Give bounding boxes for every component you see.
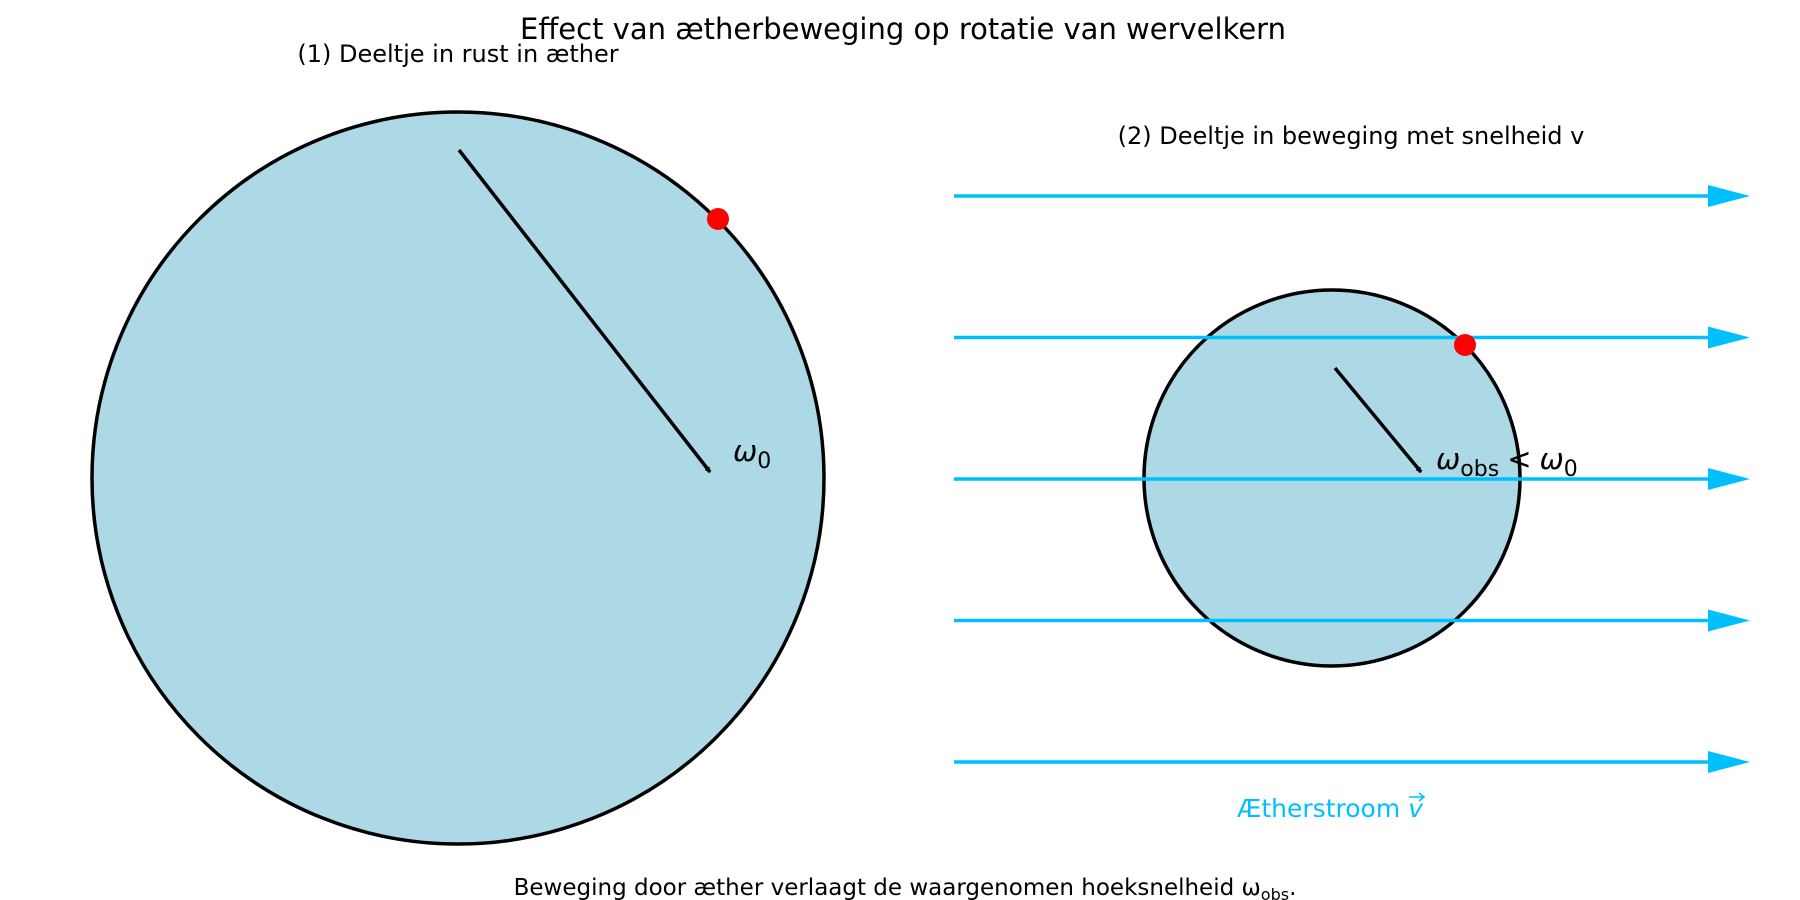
- aether-stream-arrowhead: [1708, 468, 1750, 490]
- rest-marker-dot: [707, 208, 729, 230]
- panel-rest-title: (1) Deeltje in rust in æther: [297, 40, 618, 68]
- aether-stream-lines: [954, 185, 1750, 773]
- vector-arrow-accent: [1409, 792, 1426, 802]
- moving-omega-label: ωobs < ω0: [1436, 442, 1578, 482]
- moving-rotation-arrow: [1333, 366, 1423, 474]
- rest-omega-subscript: 0: [757, 449, 771, 474]
- moving-omega-symbol: ω: [1436, 442, 1460, 476]
- rest-vortex-disk: [90, 110, 826, 846]
- figure-caption: Beweging door æther verlaagt de waargeno…: [514, 875, 1297, 900]
- aether-stream-line: [954, 751, 1750, 773]
- rest-rotation-arrow: [457, 148, 712, 474]
- panel-moving-title: (2) Deeltje in beweging met snelheid v: [1118, 122, 1585, 150]
- aether-stream-arrowhead: [1708, 609, 1750, 632]
- moving-marker-dot: [1454, 334, 1476, 356]
- rest-omega-label: ω0: [733, 434, 771, 474]
- reference-omega-symbol: ω: [1540, 442, 1564, 476]
- reference-omega-subscript: 0: [1564, 457, 1578, 482]
- caption-end: .: [1289, 875, 1296, 900]
- panel-moving: (2) Deeltje in beweging met snelheid v ω…: [954, 122, 1750, 823]
- aether-stream-vector: v: [1408, 794, 1424, 823]
- aether-stream-arrowhead: [1708, 326, 1750, 349]
- less-than-sign: <: [1507, 442, 1531, 476]
- aether-stream-line: [954, 185, 1750, 207]
- aether-stream-line: [954, 326, 1750, 349]
- aether-stream-line: [954, 468, 1750, 490]
- aether-stream-arrowhead: [1708, 185, 1750, 207]
- aether-stream-label-text: Ætherstroom: [1237, 794, 1400, 823]
- aether-stream-arrowhead: [1708, 751, 1750, 773]
- aether-stream-label: Ætherstroom v: [1237, 792, 1426, 823]
- aether-stream-line: [954, 609, 1750, 632]
- caption-subscript: obs: [1261, 885, 1289, 900]
- figure-title: Effect van ætherbeweging op rotatie van …: [520, 12, 1286, 46]
- panel-rest: (1) Deeltje in rust in æther ω0: [90, 40, 826, 846]
- aether-stream-lines-front: [954, 326, 1750, 632]
- moving-omega-subscript: obs: [1460, 457, 1499, 482]
- caption-text: Beweging door æther verlaagt de waargeno…: [514, 875, 1261, 900]
- rest-omega-symbol: ω: [733, 434, 757, 468]
